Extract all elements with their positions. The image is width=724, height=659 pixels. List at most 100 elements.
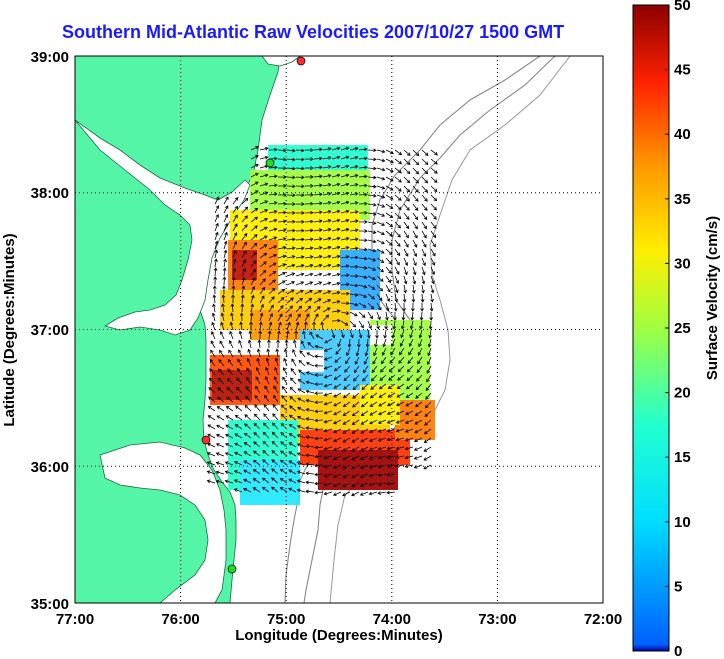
velocity-vector-head xyxy=(364,174,368,179)
velocity-vector xyxy=(286,238,296,241)
velocity-vector xyxy=(267,349,270,358)
velocity-vector-head xyxy=(224,479,229,484)
velocity-vector-head xyxy=(345,360,349,365)
velocity-vector xyxy=(268,331,271,340)
velocity-vector xyxy=(280,432,288,439)
velocity-vector-head xyxy=(381,167,386,172)
velocity-vector-head xyxy=(406,368,411,373)
velocity-vector xyxy=(378,410,387,415)
velocity-vector-head xyxy=(336,218,341,223)
velocity-vector xyxy=(418,347,423,356)
velocity-vector-head xyxy=(336,263,341,268)
velocity-vector xyxy=(218,359,225,367)
velocity-vector-head xyxy=(310,166,314,170)
velocity-vector xyxy=(264,395,270,403)
velocity-vector xyxy=(367,293,375,300)
velocity-vector-head xyxy=(336,155,341,160)
velocity-vector xyxy=(385,257,392,265)
velocity-vector xyxy=(396,446,405,450)
velocity-vector-head xyxy=(426,370,431,374)
velocity-vector-head xyxy=(405,225,410,230)
velocity-vector xyxy=(213,294,216,304)
velocity-vector xyxy=(241,286,245,295)
velocity-vector-head xyxy=(301,228,305,233)
velocity-vector-head xyxy=(415,198,419,202)
velocity-vector xyxy=(304,298,312,304)
velocity-vector xyxy=(272,413,279,421)
velocity-vector-head xyxy=(307,305,312,310)
velocity-vector-head xyxy=(398,151,403,156)
velocity-vector xyxy=(322,202,331,205)
velocity-vector-head xyxy=(252,487,257,491)
velocity-vector-head xyxy=(382,343,387,348)
velocity-vector-head xyxy=(305,389,310,394)
velocity-vector xyxy=(313,247,322,250)
velocity-vector xyxy=(245,386,252,394)
velocity-vector-head xyxy=(386,428,391,433)
velocity-vector-head xyxy=(396,402,400,407)
velocity-vector-head xyxy=(282,280,286,284)
velocity-vector xyxy=(428,338,432,347)
velocity-vector-head xyxy=(345,146,350,151)
velocity-vector-head xyxy=(221,294,226,298)
velocity-vector xyxy=(295,289,304,295)
velocity-vector xyxy=(369,410,378,416)
velocity-vector xyxy=(430,185,438,192)
velocity-vector xyxy=(380,365,387,373)
velocity-vector xyxy=(388,374,396,381)
velocity-vector-head xyxy=(422,262,426,267)
velocity-vector xyxy=(254,413,261,421)
velocity-vector xyxy=(324,446,333,450)
colorbar-tick-label: 25 xyxy=(674,320,691,337)
velocity-vector-head xyxy=(310,192,314,197)
velocity-vector-head xyxy=(230,312,234,317)
velocity-vector-head xyxy=(354,302,359,307)
velocity-vector xyxy=(243,460,252,466)
bay-water xyxy=(75,119,251,336)
velocity-vector xyxy=(313,202,322,205)
velocity-vector-head xyxy=(310,148,314,152)
velocity-vector-head xyxy=(253,441,257,445)
velocity-vector-head xyxy=(288,487,292,492)
velocity-vector xyxy=(351,437,360,443)
velocity-vector xyxy=(295,238,305,241)
velocity-vector xyxy=(417,356,423,365)
velocity-vector-head xyxy=(249,312,254,316)
velocity-vector-head xyxy=(409,325,414,330)
velocity-vector-head xyxy=(323,383,328,388)
velocity-vector-head xyxy=(393,317,397,321)
velocity-vector xyxy=(348,338,351,348)
velocity-vector-head xyxy=(359,483,364,487)
velocity-vector-head xyxy=(261,477,266,482)
velocity-vector xyxy=(367,221,376,224)
velocity-vector-head xyxy=(425,396,429,400)
velocity-vector xyxy=(250,190,259,196)
velocity-vector-head xyxy=(226,387,230,391)
velocity-vector xyxy=(430,221,437,229)
velocity-vector-head xyxy=(305,489,309,494)
velocity-vector-head xyxy=(323,348,328,352)
velocity-vector-head xyxy=(415,170,420,175)
velocity-vector-head xyxy=(423,439,428,443)
velocity-vector xyxy=(238,340,243,349)
velocity-vector-head xyxy=(323,428,328,433)
velocity-vector xyxy=(396,401,405,406)
velocity-vector xyxy=(412,167,419,175)
velocity-vector xyxy=(396,410,405,415)
velocity-vector-head xyxy=(414,234,418,239)
velocity-vector-head xyxy=(238,339,242,344)
velocity-vector xyxy=(259,235,268,241)
velocity-vector xyxy=(244,414,252,421)
velocity-vector-head xyxy=(255,376,259,381)
velocity-vector xyxy=(314,410,324,412)
velocity-vector-head xyxy=(224,214,229,218)
velocity-vector-head xyxy=(404,437,409,442)
velocity-vector xyxy=(229,331,234,340)
velocity-vector-head xyxy=(389,242,393,246)
velocity-vector-head xyxy=(372,230,377,235)
velocity-vector xyxy=(421,239,427,248)
velocity-vector-head xyxy=(323,419,328,424)
velocity-vector xyxy=(412,221,418,229)
velocity-vector xyxy=(306,352,315,358)
velocity-vector xyxy=(277,255,286,259)
